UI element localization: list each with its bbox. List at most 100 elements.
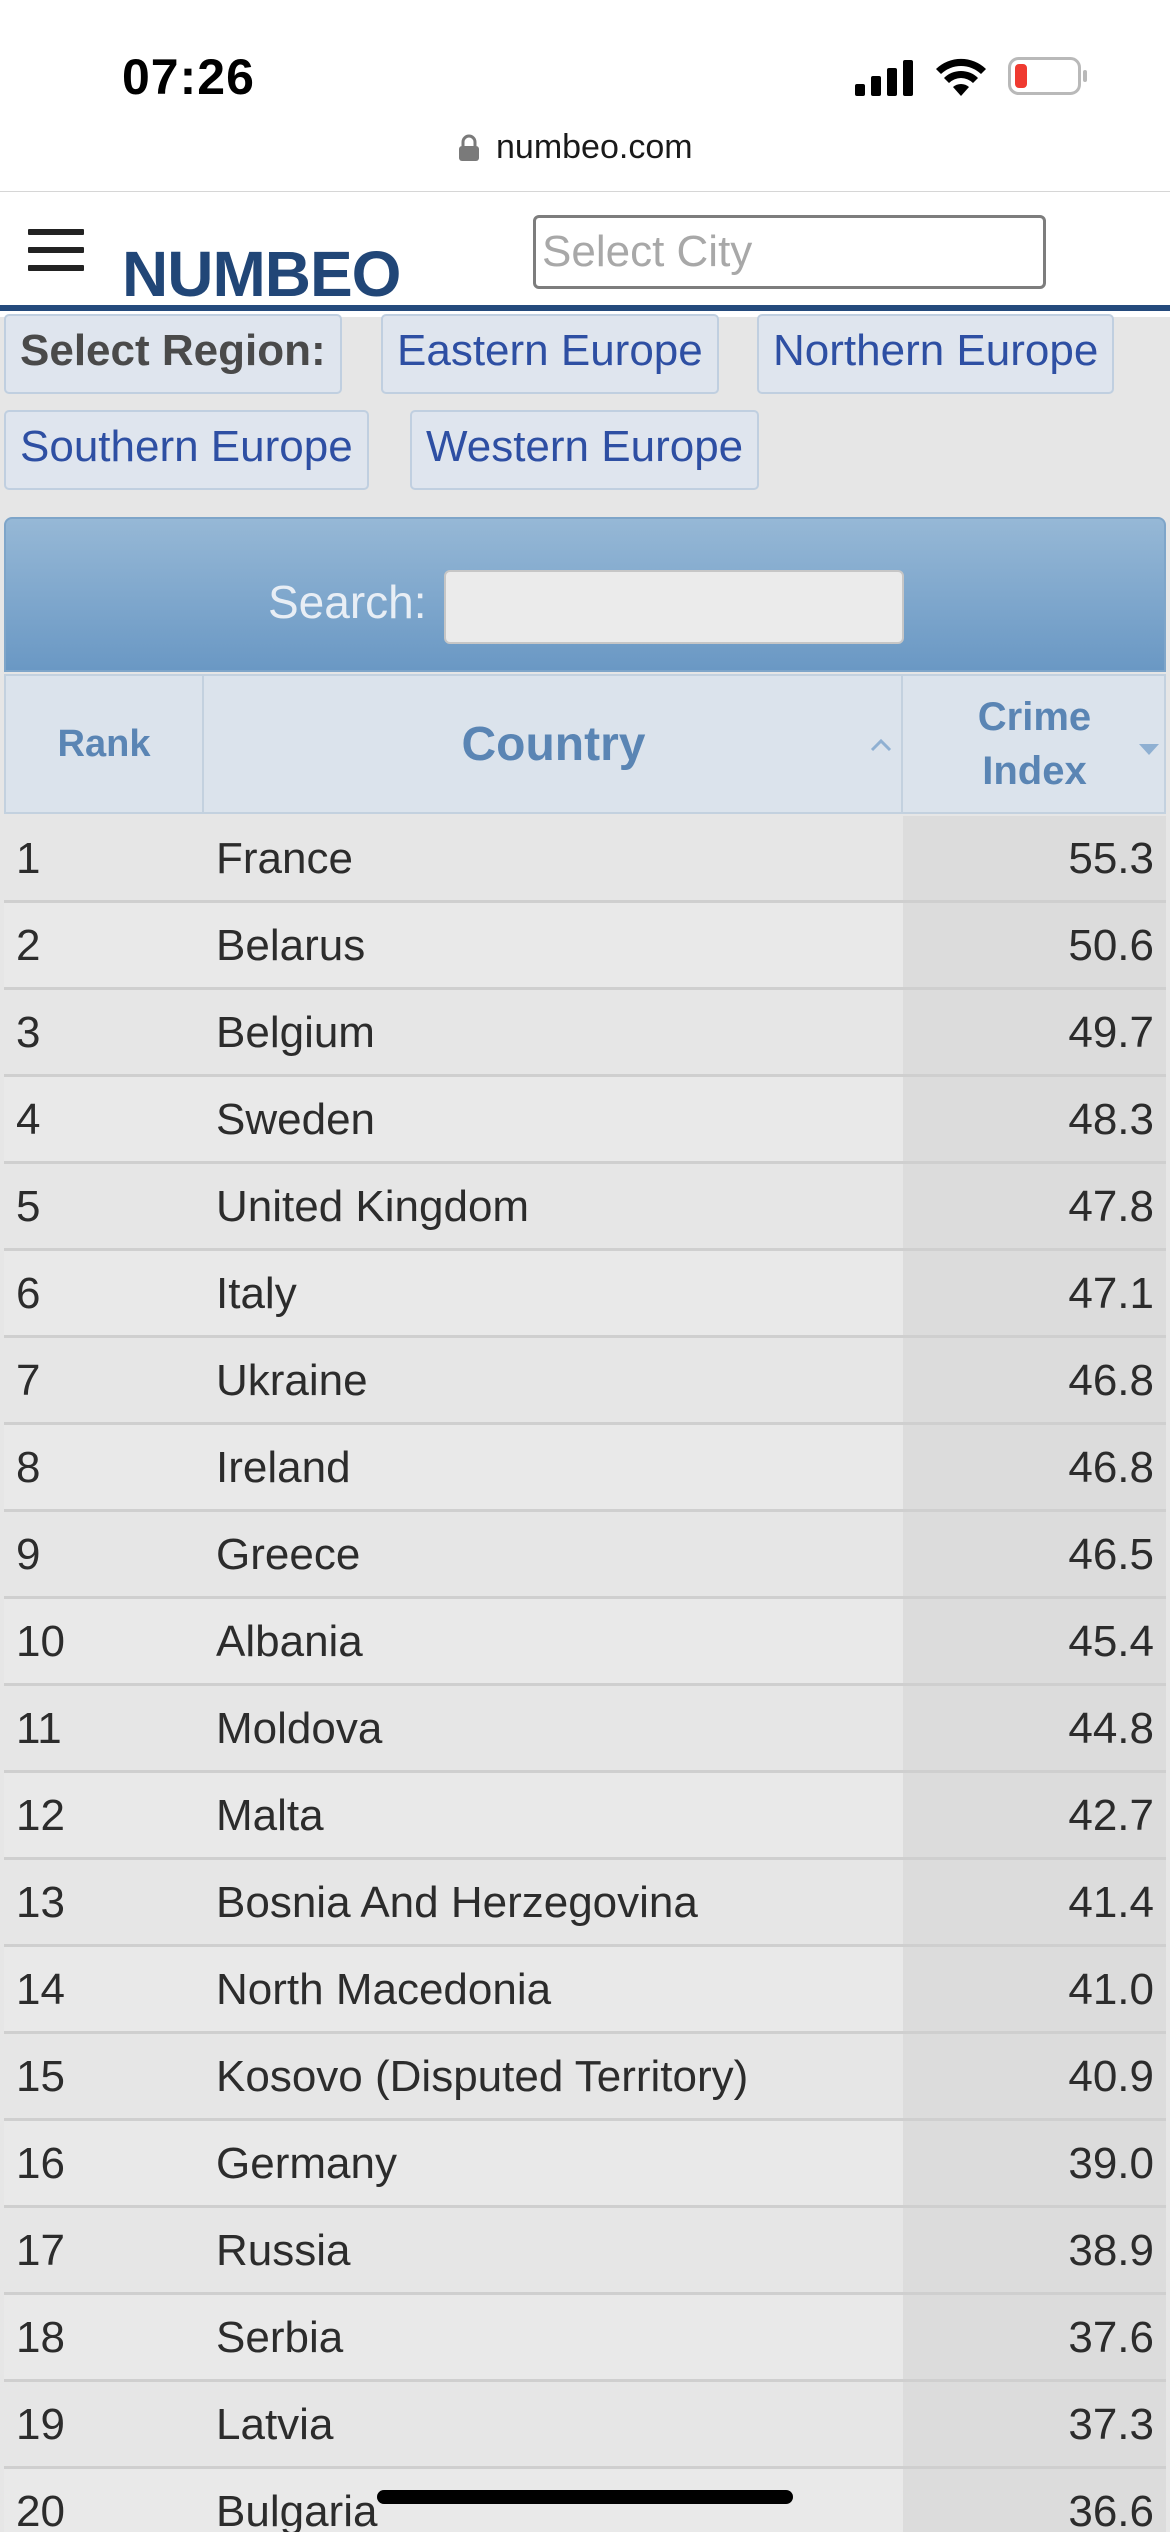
country-cell[interactable]: Germany [216, 2139, 397, 2188]
rank-cell: 20 [16, 2487, 65, 2532]
crime-index-cell: 39.0 [903, 2121, 1166, 2205]
rank-cell: 14 [16, 1965, 65, 2014]
table-row[interactable]: 6 Italy 47.1 [4, 1251, 1166, 1338]
crime-index-cell: 38.9 [903, 2208, 1166, 2292]
region-southern-europe[interactable]: Southern Europe [4, 410, 369, 490]
country-cell[interactable]: Malta [216, 1791, 324, 1840]
rank-cell: 3 [16, 1008, 41, 1057]
crime-index-cell: 45.4 [903, 1599, 1166, 1683]
rank-cell: 7 [16, 1356, 41, 1405]
country-cell[interactable]: United Kingdom [216, 1182, 530, 1231]
country-cell[interactable]: Italy [216, 1269, 297, 1318]
country-cell[interactable]: Albania [216, 1617, 363, 1666]
table-row[interactable]: 2 Belarus 50.6 [4, 903, 1166, 990]
crime-index-cell: 50.6 [903, 903, 1166, 987]
select-city-input[interactable] [533, 215, 1046, 289]
table-row[interactable]: 18 Serbia 37.6 [4, 2295, 1166, 2382]
country-cell[interactable]: Belgium [216, 1008, 375, 1057]
rank-cell: 6 [16, 1269, 41, 1318]
table-row[interactable]: 12 Malta 42.7 [4, 1773, 1166, 1860]
table-row[interactable]: 15 Kosovo (Disputed Territory) 40.9 [4, 2034, 1166, 2121]
crime-index-cell: 47.8 [903, 1164, 1166, 1248]
rank-cell: 13 [16, 1878, 65, 1927]
hamburger-icon[interactable] [28, 229, 84, 271]
site-header: NUMBEO [0, 193, 1170, 311]
rank-cell: 9 [16, 1530, 41, 1579]
country-cell[interactable]: Latvia [216, 2400, 334, 2449]
column-header-rank[interactable]: Rank [6, 676, 204, 812]
table-row[interactable]: 5 United Kingdom 47.8 [4, 1164, 1166, 1251]
table-row[interactable]: 8 Ireland 46.8 [4, 1425, 1166, 1512]
table-row[interactable]: 9 Greece 46.5 [4, 1512, 1166, 1599]
select-region-label: Select Region: [4, 314, 342, 394]
table-row[interactable]: 20 Bulgaria 36.6 [4, 2469, 1166, 2532]
rank-cell: 1 [16, 834, 41, 883]
country-cell[interactable]: Russia [216, 2226, 351, 2275]
address-bar[interactable]: numbeo.com [0, 120, 1170, 192]
crime-index-cell: 46.5 [903, 1512, 1166, 1596]
rank-cell: 4 [16, 1095, 41, 1144]
country-cell[interactable]: North Macedonia [216, 1965, 552, 2014]
crime-index-cell: 41.4 [903, 1860, 1166, 1944]
table-row[interactable]: 16 Germany 39.0 [4, 2121, 1166, 2208]
rank-cell: 15 [16, 2052, 65, 2101]
crime-index-cell: 44.8 [903, 1686, 1166, 1770]
table-row[interactable]: 4 Sweden 48.3 [4, 1077, 1166, 1164]
wifi-icon [936, 58, 986, 96]
lock-icon [459, 134, 479, 161]
battery-icon [1008, 57, 1087, 95]
table-row[interactable]: 3 Belgium 49.7 [4, 990, 1166, 1077]
crime-index-cell: 48.3 [903, 1077, 1166, 1161]
rank-cell: 10 [16, 1617, 65, 1666]
rank-cell: 5 [16, 1182, 41, 1231]
country-cell[interactable]: Bosnia And Herzegovina [216, 1878, 698, 1927]
country-cell[interactable]: Ukraine [216, 1356, 368, 1405]
country-cell[interactable]: Kosovo (Disputed Territory) [216, 2052, 749, 2101]
rank-cell: 11 [16, 1704, 62, 1753]
crime-index-cell: 46.8 [903, 1338, 1166, 1422]
country-cell[interactable]: Moldova [216, 1704, 383, 1753]
country-cell[interactable]: France [216, 834, 353, 883]
crime-index-cell: 47.1 [903, 1251, 1166, 1335]
table-row[interactable]: 11 Moldova 44.8 [4, 1686, 1166, 1773]
country-cell[interactable]: Serbia [216, 2313, 344, 2362]
table-row[interactable]: 10 Albania 45.4 [4, 1599, 1166, 1686]
table-header: Rank Country Crime Index [4, 674, 1166, 814]
sort-descending-icon [1139, 744, 1159, 755]
column-header-country[interactable]: Country [206, 676, 903, 812]
numbeo-logo[interactable]: NUMBEO [122, 238, 401, 310]
crime-index-cell: 40.9 [903, 2034, 1166, 2118]
country-cell[interactable]: Bulgaria [216, 2487, 378, 2532]
rank-cell: 18 [16, 2313, 65, 2362]
table-row[interactable]: 17 Russia 38.9 [4, 2208, 1166, 2295]
crime-index-cell: 49.7 [903, 990, 1166, 1074]
sort-ascending-icon [870, 738, 892, 752]
country-cell[interactable]: Greece [216, 1530, 361, 1579]
signal-icon [855, 60, 913, 96]
rank-cell: 2 [16, 921, 41, 970]
region-western-europe[interactable]: Western Europe [410, 410, 760, 490]
region-northern-europe[interactable]: Northern Europe [757, 314, 1115, 394]
home-indicator[interactable] [377, 2490, 793, 2504]
status-bar: 07:26 [0, 0, 1170, 120]
crime-index-label: Crime Index [977, 695, 1092, 793]
search-input[interactable] [444, 570, 904, 644]
crime-index-cell: 37.6 [903, 2295, 1166, 2379]
rank-cell: 17 [16, 2226, 65, 2275]
table-row[interactable]: 1 France 55.3 [4, 816, 1166, 903]
column-header-crime-index[interactable]: Crime Index [905, 676, 1164, 812]
table-row[interactable]: 19 Latvia 37.3 [4, 2382, 1166, 2469]
crime-index-cell: 37.3 [903, 2382, 1166, 2466]
table-row[interactable]: 13 Bosnia And Herzegovina 41.4 [4, 1860, 1166, 1947]
table-body: 1 France 55.3 2 Belarus 50.6 3 Belgium 49.7 4 Swed… [4, 816, 1166, 2532]
url-text: numbeo.com [496, 128, 693, 166]
crime-index-cell: 42.7 [903, 1773, 1166, 1857]
table-row[interactable]: 14 North Macedonia 41.0 [4, 1947, 1166, 2034]
region-eastern-europe[interactable]: Eastern Europe [381, 314, 719, 394]
crime-index-cell: 55.3 [903, 816, 1166, 900]
table-row[interactable]: 7 Ukraine 46.8 [4, 1338, 1166, 1425]
country-cell[interactable]: Ireland [216, 1443, 351, 1492]
country-cell[interactable]: Sweden [216, 1095, 376, 1144]
rank-cell: 19 [16, 2400, 65, 2449]
country-cell[interactable]: Belarus [216, 921, 366, 970]
